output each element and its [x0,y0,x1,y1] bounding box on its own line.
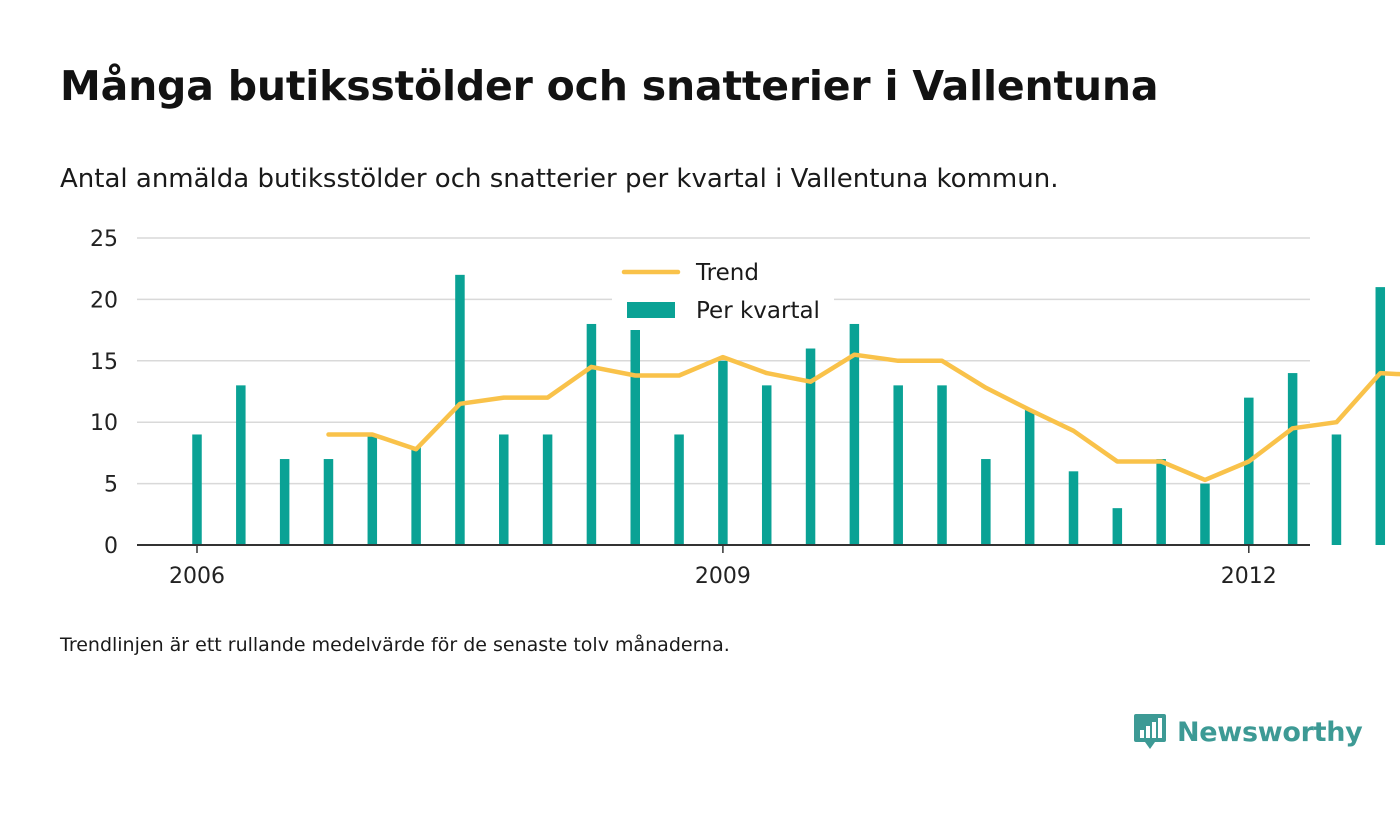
bar [1244,397,1254,545]
bar [455,274,465,545]
bar [937,385,947,545]
x-tick-label: 2006 [169,564,225,589]
chart-subtitle: Antal anmälda butiksstölder och snatteri… [60,164,1059,194]
bar [411,446,421,545]
bar [1024,409,1035,545]
bar-series [192,274,1386,545]
bar [499,434,509,545]
bar [849,323,860,545]
brand-logo: Newsworthy [1133,712,1363,752]
legend-bar-swatch [627,302,675,318]
footnote: Trendlinjen är ett rullande medelvärde f… [60,634,730,656]
brand-name: Newsworthy [1177,716,1363,748]
bar [1068,471,1079,545]
bar [1112,508,1123,545]
x-axis: 2006200920122015201820212024 [137,544,1310,589]
bar [542,434,553,545]
bar [893,385,903,545]
x-tick-label: 2012 [1221,564,1277,589]
y-tick-label: 20 [90,288,118,313]
chart-title: Många butiksstölder och snatterier i Val… [60,62,1159,110]
y-tick-label: 5 [104,473,118,498]
bar [805,348,816,545]
legend-trend-label: Trend [695,260,759,286]
y-tick-label: 0 [104,534,118,559]
legend-bar-label: Per kvartal [696,298,820,324]
bar [761,385,772,545]
bar [192,434,202,545]
y-axis-labels: 0 5 10 15 20 25 [90,227,118,559]
bar [1375,287,1386,545]
bar [323,459,334,545]
bar [1156,459,1166,545]
bar [367,434,378,545]
trend-line [326,352,1400,483]
y-tick-label: 15 [90,350,118,375]
bar [586,323,597,545]
y-tick-label: 10 [90,411,118,436]
bar [1331,434,1342,545]
bar [981,459,991,545]
bar [1200,483,1210,545]
bar [718,360,728,545]
trend-series [326,352,1400,483]
bar [630,311,640,545]
bar [1287,373,1298,545]
legend: Trend Per kvartal [612,250,834,330]
bar [236,385,246,545]
newsworthy-logo-icon [1134,714,1166,749]
y-tick-label: 25 [90,227,118,252]
bar [279,459,290,545]
x-tick-label: 2009 [695,564,751,589]
bar [674,434,684,545]
